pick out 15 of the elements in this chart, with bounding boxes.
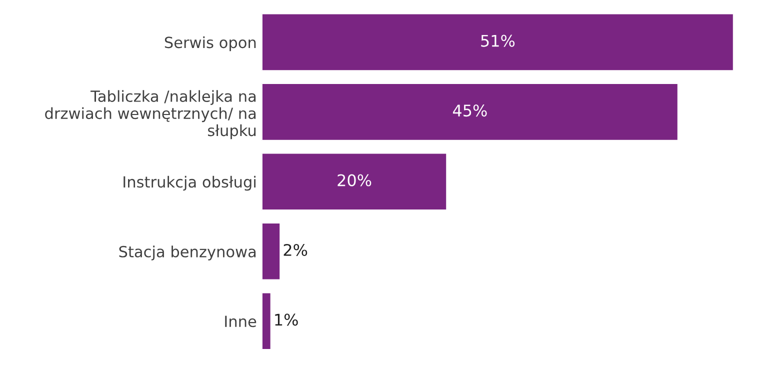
y-tick-label: Inne — [225, 316, 256, 328]
y-tick-label: Tabliczka /naklejka na drzwiach wewnętrznych/ na słupku — [45, 90, 256, 140]
data-label: 51% — [481, 34, 515, 47]
bar — [262, 152, 448, 211]
data-label: 20% — [338, 174, 372, 186]
y-tick-label: Serwis opon — [164, 36, 256, 52]
bar — [262, 82, 679, 142]
bar — [262, 12, 734, 72]
bar — [262, 222, 281, 281]
y-tick-label: Stacja benzynowa — [119, 246, 256, 260]
data-label: 45% — [452, 104, 487, 117]
y-tick-label: Instrukcja obsługi — [124, 176, 256, 191]
data-label: 1% — [275, 314, 298, 326]
data-label: 2% — [284, 244, 308, 256]
bar — [262, 292, 272, 350]
